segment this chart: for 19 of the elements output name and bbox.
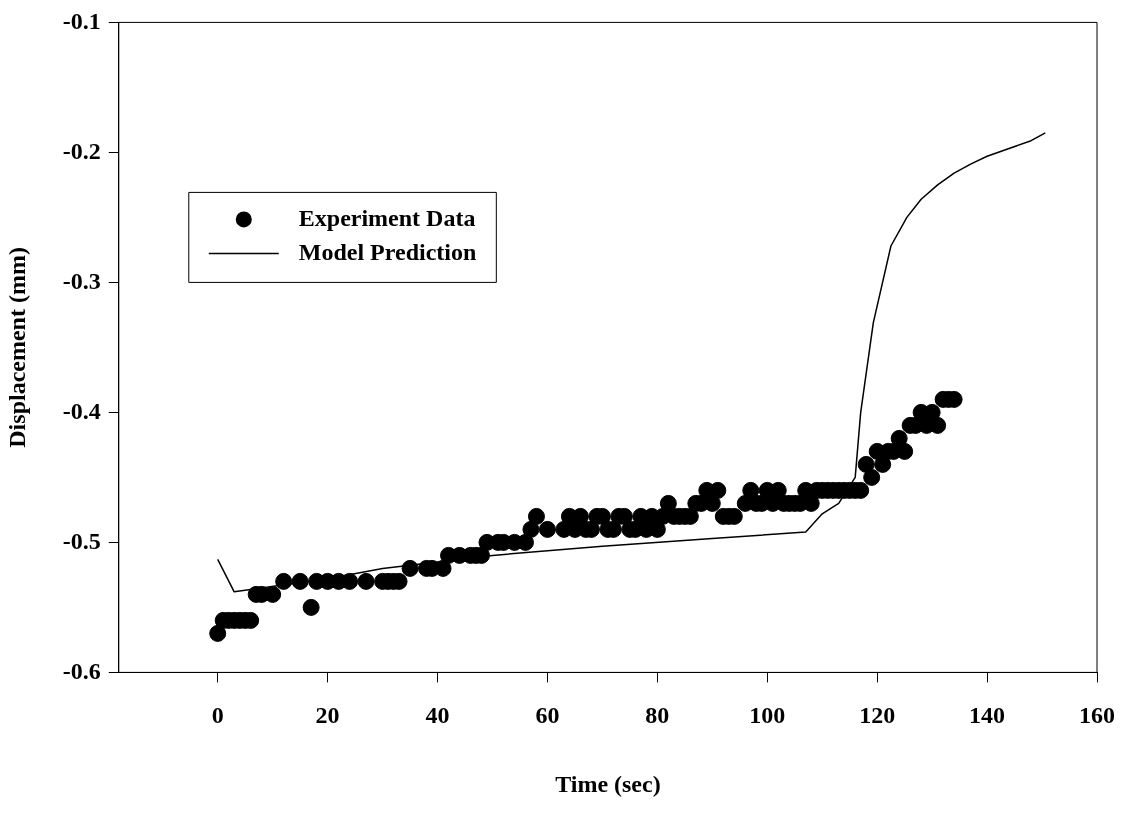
y-tick-label: -0.6 [62, 657, 101, 684]
x-tick-label: 20 [315, 702, 340, 728]
y-tick-label: -0.5 [62, 527, 101, 554]
x-tick-label: 40 [425, 702, 450, 728]
y-tick-label: -0.3 [62, 267, 101, 294]
legend-label: Model Prediction [298, 238, 477, 265]
y-tick-label: -0.1 [62, 7, 101, 34]
x-tick-label: 140 [969, 702, 1006, 728]
x-axis-title: Time (sec) [555, 770, 661, 797]
x-tick-label: 160 [1079, 702, 1115, 728]
x-tick-label: 0 [211, 702, 224, 728]
y-axis-title: Displacement (mm) [3, 247, 30, 448]
x-tick-label: 120 [859, 702, 896, 728]
y-tick-label: -0.4 [62, 397, 101, 424]
x-tick-label: 60 [535, 702, 560, 728]
x-tick-label: 100 [749, 702, 786, 728]
y-tick-label: -0.2 [62, 137, 101, 164]
x-tick-label: 80 [645, 702, 670, 728]
legend-label: Experiment Data [298, 204, 476, 231]
